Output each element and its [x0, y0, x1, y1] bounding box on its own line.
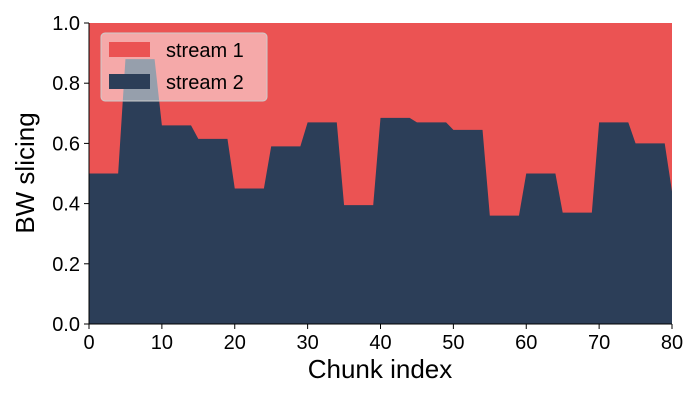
x-tick-label: 0: [83, 332, 94, 354]
legend-swatch-stream-1: [109, 42, 150, 57]
y-tick-label: 1.0: [52, 13, 80, 35]
x-tick-label: 20: [224, 332, 246, 354]
x-axis-title: Chunk index: [308, 354, 453, 384]
y-tick-label: 0.4: [52, 194, 80, 216]
x-tick-label: 80: [661, 332, 683, 354]
legend: stream 1 stream 2: [100, 32, 268, 102]
y-tick-label: 0.2: [52, 254, 80, 276]
area-stream-2: [89, 59, 672, 325]
x-tick-label: 10: [151, 332, 173, 354]
tick-labels: 0 10 20 30 40 50 60 70 80 0.0 0.2 0.4 0.6 0.8 1.0: [52, 13, 683, 354]
legend-label-stream-1: stream 1: [166, 40, 244, 62]
y-tick-label: 0.0: [52, 314, 80, 336]
legend-label-stream-2: stream 2: [166, 72, 244, 94]
y-tick-label: 0.6: [52, 133, 80, 155]
y-tick-label: 0.8: [52, 73, 80, 95]
x-tick-label: 40: [369, 332, 391, 354]
x-tick-label: 50: [442, 332, 464, 354]
x-tick-label: 60: [515, 332, 537, 354]
plot-area: [89, 23, 672, 325]
x-tick-label: 30: [297, 332, 319, 354]
x-tick-label: 70: [588, 332, 610, 354]
axes: [84, 22, 673, 329]
legend-swatch-stream-2: [109, 74, 150, 89]
y-axis-title: BW slicing: [10, 112, 40, 233]
